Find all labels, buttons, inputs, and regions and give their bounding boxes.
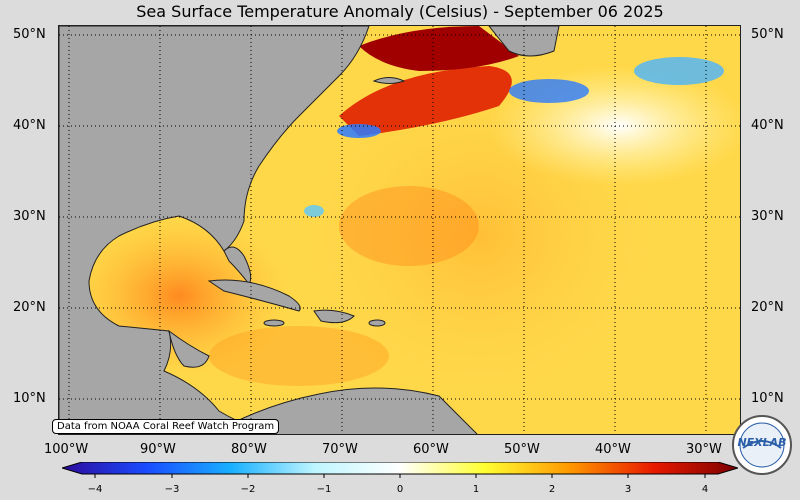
lat-label-right: 40°N <box>751 118 784 133</box>
lat-label-right: 20°N <box>751 300 784 315</box>
lat-label-right: 50°N <box>751 27 784 42</box>
hispaniola <box>313 309 355 324</box>
colorbar-tick-label: −1 <box>316 484 332 495</box>
colorbar-tick-label: −3 <box>164 484 180 495</box>
colorbar-tick-label: 1 <box>472 484 480 495</box>
colorbar-tick-label: −4 <box>87 484 103 495</box>
lat-label-right: 30°N <box>751 209 784 224</box>
map-canvas <box>59 26 740 434</box>
colorbar-tick-label: −2 <box>240 484 256 495</box>
lat-label-left: 20°N <box>13 300 46 315</box>
lat-label-left: 50°N <box>13 27 46 42</box>
cold-anomaly-2 <box>634 57 724 85</box>
sst-anomaly-map <box>58 25 741 435</box>
map-title: Sea Surface Temperature Anomaly (Celsius… <box>136 2 664 21</box>
lon-label: 80°W <box>231 442 267 457</box>
logo-text: NEXLAB <box>737 436 787 449</box>
florida-peninsula <box>223 246 252 285</box>
puerto-rico <box>368 319 386 327</box>
colorbar-tick-label: 2 <box>548 484 556 495</box>
caribbean-warm-patch <box>209 326 389 386</box>
warm-patch <box>339 186 479 266</box>
central-america <box>168 329 210 368</box>
colorbar <box>62 462 738 478</box>
newfoundland <box>488 26 560 57</box>
lat-label-left: 10°N <box>13 391 46 406</box>
cold-anomaly-1 <box>509 79 589 103</box>
northeast-hot-anomaly <box>339 66 512 136</box>
lat-label-left: 40°N <box>13 118 46 133</box>
graticule <box>59 26 740 434</box>
colorbar-gradient <box>62 462 738 475</box>
lon-label: 90°W <box>140 442 176 457</box>
nexlab-logo <box>732 415 792 475</box>
lon-label: 70°W <box>322 442 358 457</box>
lon-label: 100°W <box>44 442 89 457</box>
lon-label: 40°W <box>595 442 631 457</box>
cuba <box>207 279 301 312</box>
cold-anomaly-3 <box>337 124 381 138</box>
data-source-note: Data from NOAA Coral Reef Watch Program <box>52 419 280 434</box>
colorbar-tick-label: 0 <box>396 484 404 495</box>
lon-label: 50°W <box>504 442 540 457</box>
colorbar-ticks <box>94 474 706 478</box>
lon-label: 60°W <box>413 442 449 457</box>
lat-label-right: 10°N <box>751 391 784 406</box>
colorbar-tick-label: 4 <box>701 484 709 495</box>
lon-label: 30°W <box>686 442 722 457</box>
colorbar-tick-label: 3 <box>624 484 632 495</box>
cold-anomaly-4 <box>304 205 324 217</box>
nova-scotia <box>372 77 406 84</box>
gulf-of-st-lawrence-anomaly <box>359 26 519 71</box>
jamaica <box>263 319 285 327</box>
lat-label-left: 30°N <box>13 209 46 224</box>
